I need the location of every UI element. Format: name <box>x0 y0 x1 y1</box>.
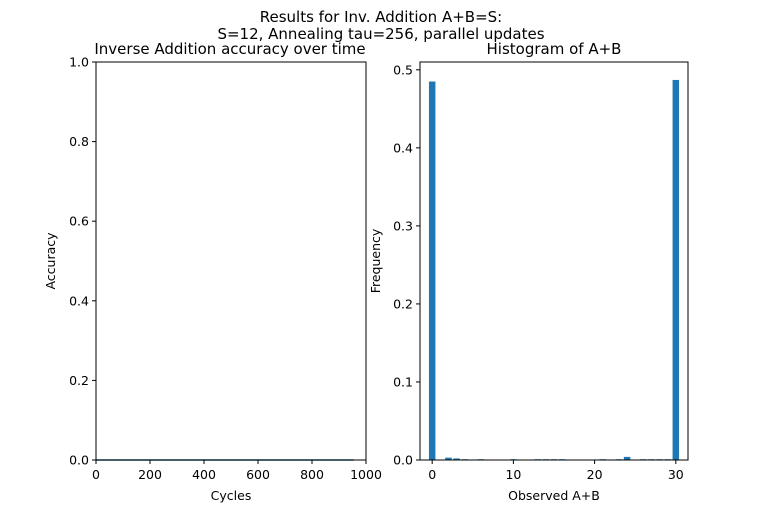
histogram-ticks-group: 0 10 20 30 0.0 0.1 0.2 0.3 0.4 0.5 <box>393 62 684 482</box>
histogram-plot-frame <box>419 61 689 461</box>
accuracy-y-tick-label: 0.2 <box>69 373 89 388</box>
histogram-y-tick-label: 0.3 <box>393 218 413 233</box>
accuracy-y-tick-label: 0.8 <box>69 134 89 149</box>
histogram-y-axis-label: Frequency <box>368 228 383 293</box>
histogram-y-tick-label: 0.4 <box>393 140 413 155</box>
accuracy-x-tick-label: 0 <box>92 467 100 482</box>
histogram-y-tick-label: 0.2 <box>393 296 413 311</box>
histogram-y-tick-label: 0.1 <box>393 374 413 389</box>
histogram-y-tick-label: 0.5 <box>393 62 413 77</box>
accuracy-axes: Inverse Addition accuracy over time 0 200… <box>43 40 382 503</box>
accuracy-y-axis-label: Accuracy <box>43 232 58 290</box>
accuracy-plot-frame <box>95 61 367 461</box>
accuracy-y-tick-label: 0.4 <box>69 293 89 308</box>
histogram-x-tick-label: 30 <box>668 467 684 482</box>
accuracy-chart-title: Inverse Addition accuracy over time <box>94 40 365 58</box>
accuracy-y-tick-label: 0.6 <box>69 214 89 229</box>
accuracy-x-axis-label: Cycles <box>211 488 252 503</box>
accuracy-y-tick-label: 0.0 <box>69 453 89 468</box>
accuracy-x-tick-label: 800 <box>300 467 324 482</box>
accuracy-x-tick-label: 200 <box>138 467 162 482</box>
histogram-chart-title: Histogram of A+B <box>487 40 622 58</box>
accuracy-x-tick-label: 400 <box>192 467 216 482</box>
histogram-axes: Histogram of A+B 0 10 20 300.00.10.20.30.40… <box>368 40 689 503</box>
figure-title-line-1: Results for Inv. Addition A+B=S: <box>260 8 502 26</box>
histogram-bar <box>672 79 680 460</box>
accuracy-y-tick-label: 1.0 <box>69 55 89 70</box>
histogram-x-tick-label: 0 <box>428 467 436 482</box>
histogram-bar <box>445 457 452 460</box>
histogram-bar <box>428 81 436 461</box>
histogram-x-axis-label: Observed A+B <box>508 488 600 503</box>
histogram-bar <box>623 456 631 460</box>
accuracy-x-tick-label: 600 <box>246 467 270 482</box>
figure-title-line-2: S=12, Annealing tau=256, parallel update… <box>217 25 544 43</box>
histogram-y-tick-label: 0.0 <box>393 453 413 468</box>
histogram-x-tick-label: 10 <box>505 467 521 482</box>
histogram-x-tick-label: 20 <box>587 467 603 482</box>
histogram-bar <box>453 458 460 460</box>
accuracy-x-tick-label: 1000 <box>350 467 382 482</box>
accuracy-ticks-group: 0 200 400 600 800 1000 0.0 0.2 0.4 0.6 0.8 1.0 <box>69 55 382 483</box>
